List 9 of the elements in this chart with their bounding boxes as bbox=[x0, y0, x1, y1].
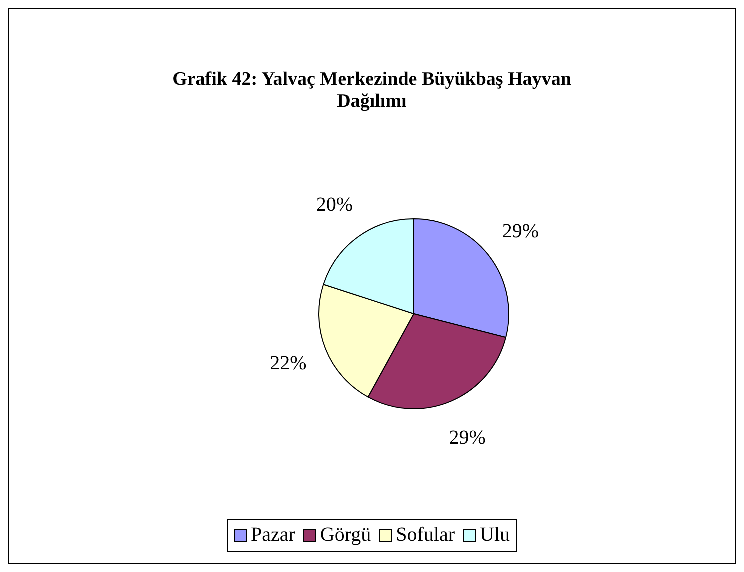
legend-label: Sofular bbox=[395, 524, 456, 547]
data-label: 29% bbox=[449, 426, 486, 449]
data-label: 22% bbox=[270, 352, 307, 375]
data-label: 20% bbox=[316, 194, 353, 216]
data-label: 29% bbox=[502, 220, 540, 242]
legend-label: Pazar bbox=[250, 524, 296, 547]
legend-label: Ulu bbox=[479, 524, 510, 547]
chart-title: Grafik 42: Yalvaç Merkezinde Büyükbaş Hayvan Dağılımı bbox=[172, 69, 572, 113]
legend-label: Görgü bbox=[319, 524, 372, 547]
